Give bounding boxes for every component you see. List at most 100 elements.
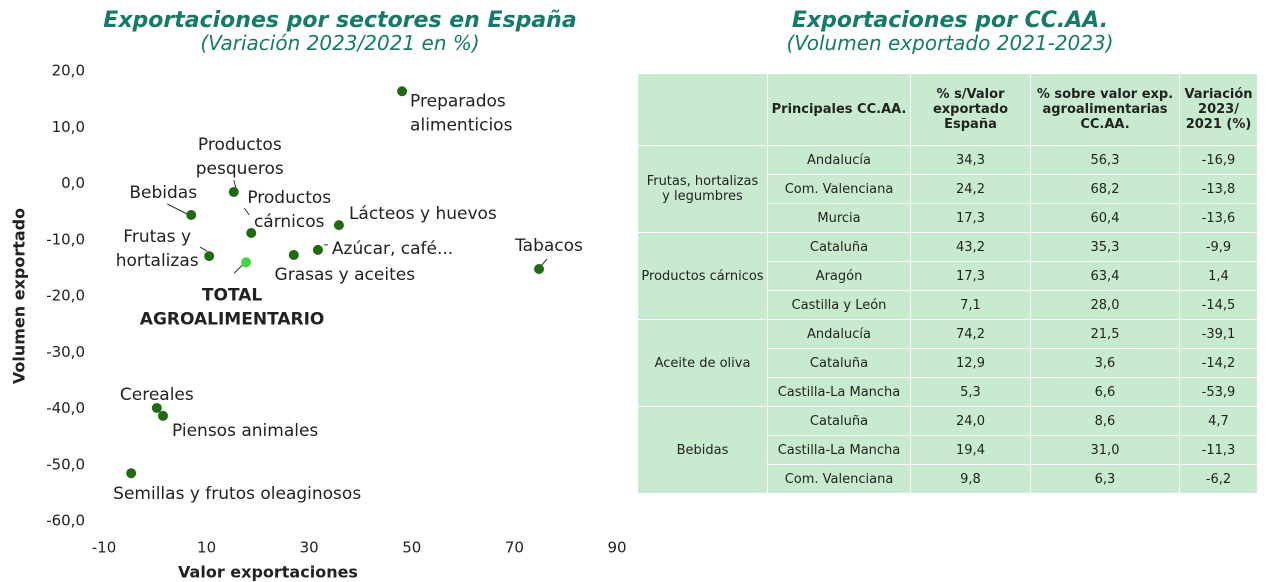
point xyxy=(312,244,323,255)
cell: 4,7 xyxy=(1179,406,1258,436)
cell: 9,8 xyxy=(910,464,1031,494)
x-tick-label: 50 xyxy=(402,539,421,557)
point-label: Tabacos xyxy=(514,236,583,256)
row: Aceite de oliva Andalucía 74,2 21,5 -39,1 xyxy=(637,319,1258,407)
cell: 60,4 xyxy=(1030,203,1180,233)
point-label: Lácteos y huevos xyxy=(349,204,497,224)
point-label: Productos xyxy=(198,135,282,155)
point xyxy=(333,220,344,231)
cell: 31,0 xyxy=(1030,435,1180,465)
cell: Andalucía xyxy=(767,319,911,349)
row: Castilla y León 7,1 28,0 -14,5 xyxy=(638,290,1258,320)
point xyxy=(241,257,252,268)
header-cell: % s/Valor exportado España xyxy=(910,73,1031,146)
table-titles: Exportaciones por CC.AA. (Volumen export… xyxy=(700,10,1200,55)
cell: Aragón xyxy=(767,261,911,291)
cell: Castilla-La Mancha xyxy=(767,435,911,465)
point xyxy=(204,251,215,262)
cell: -16,9 xyxy=(1179,145,1258,175)
cell: 8,6 xyxy=(1030,406,1180,436)
point xyxy=(186,210,197,220)
leader-line xyxy=(233,263,244,274)
cell: 5,3 xyxy=(910,377,1031,407)
cell: Cataluña xyxy=(767,406,911,436)
point-label: Bebidas xyxy=(129,183,197,203)
cell: -53,9 xyxy=(1179,377,1258,407)
x-tick-label: 10 xyxy=(197,539,216,557)
cell: Productos cárnicos xyxy=(637,232,768,320)
cell: 68,2 xyxy=(1030,174,1180,204)
cell: 34,3 xyxy=(910,145,1031,175)
y-axis-label: Volumen exportado xyxy=(10,208,29,384)
point-label: AGROALIMENTARIO xyxy=(140,309,325,329)
row: Frutas, hortalizas y legumbres Andalucía 3… xyxy=(637,145,1258,233)
header-cell: Variación 2023/ 2021 (%) xyxy=(1179,73,1258,146)
point xyxy=(397,86,408,97)
leader-line xyxy=(199,246,208,252)
row: Murcia 17,3 60,4 -13,6 xyxy=(638,203,1258,233)
y-tick-label: -50,0 xyxy=(46,455,85,473)
leader-line xyxy=(166,203,188,215)
row: Cataluña 12,9 3,6 -14,2 xyxy=(638,348,1258,378)
cell: 28,0 xyxy=(1030,290,1180,320)
point-label: TOTAL xyxy=(202,285,262,305)
cell: -9,9 xyxy=(1179,232,1258,262)
row: Castilla-La Mancha 19,4 31,0 -11,3 xyxy=(638,435,1258,465)
cell: 24,0 xyxy=(910,406,1031,436)
row: Bebidas Cataluña 24,0 8,6 4,7 xyxy=(637,406,1258,494)
cell: 6,3 xyxy=(1030,464,1180,494)
cell: 63,4 xyxy=(1030,261,1180,291)
cell: -14,2 xyxy=(1179,348,1258,378)
cell: Cataluña xyxy=(767,232,911,262)
point-label: Cereales xyxy=(120,385,194,405)
cell: Murcia xyxy=(767,203,911,233)
point xyxy=(126,468,137,479)
cell: Bebidas xyxy=(637,406,768,494)
y-tick-label: -20,0 xyxy=(46,287,85,305)
chart-titles: Exportaciones por sectores en España (Va… xyxy=(60,10,620,55)
point-label: cárnicos xyxy=(254,212,325,232)
header-cell: Principales CC.AA. xyxy=(767,73,911,146)
cell: 21,5 xyxy=(1030,319,1180,349)
point-label: hortalizas xyxy=(116,251,199,271)
point-label: Preparados xyxy=(410,91,506,111)
cell: 24,2 xyxy=(910,174,1031,204)
x-tick-label: 30 xyxy=(300,539,319,557)
x-tick-label: 90 xyxy=(607,539,626,557)
cell: Frutas, hortalizas y legumbres xyxy=(637,145,768,233)
leader-line xyxy=(540,258,548,267)
y-tick-label: -40,0 xyxy=(46,399,85,417)
cell: -13,8 xyxy=(1179,174,1258,204)
cell: -39,1 xyxy=(1179,319,1258,349)
row: Castilla-La Mancha 5,3 6,6 -53,9 xyxy=(638,377,1258,407)
point-label: Piensos animales xyxy=(172,421,318,441)
cell: Com. Valenciana xyxy=(767,174,911,204)
point-label: Semillas y frutos oleaginosos xyxy=(113,484,361,504)
cell: -13,6 xyxy=(1179,203,1258,233)
point xyxy=(534,264,545,274)
point-label: pesqueros xyxy=(196,159,284,179)
point xyxy=(151,402,162,413)
cell: 17,3 xyxy=(910,261,1031,291)
cell: Castilla-La Mancha xyxy=(767,377,911,407)
cell: 35,3 xyxy=(1030,232,1180,262)
cell: 12,9 xyxy=(910,348,1031,378)
cell: 17,3 xyxy=(910,203,1031,233)
cell: -11,3 xyxy=(1179,435,1258,465)
point xyxy=(157,410,168,421)
y-tick-label: -30,0 xyxy=(46,343,85,361)
header-cell xyxy=(637,73,768,146)
point-label: Azúcar, café... xyxy=(332,239,453,259)
cell: 56,3 xyxy=(1030,145,1180,175)
point-label: Grasas y aceites xyxy=(275,265,416,285)
header-cell: % sobre valor exp. agroalimentarias CC.A… xyxy=(1030,73,1180,146)
cell: 1,4 xyxy=(1179,261,1258,291)
x-tick-label: 70 xyxy=(505,539,524,557)
cell: Com. Valenciana xyxy=(767,464,911,494)
point xyxy=(228,186,239,197)
table: Principales CC.AA.% s/Valor exportado Es… xyxy=(637,73,1258,494)
point-label: alimenticios xyxy=(410,115,513,135)
leader-line xyxy=(243,207,250,216)
row: Aragón 17,3 63,4 1,4 xyxy=(638,261,1258,291)
point xyxy=(288,249,299,260)
